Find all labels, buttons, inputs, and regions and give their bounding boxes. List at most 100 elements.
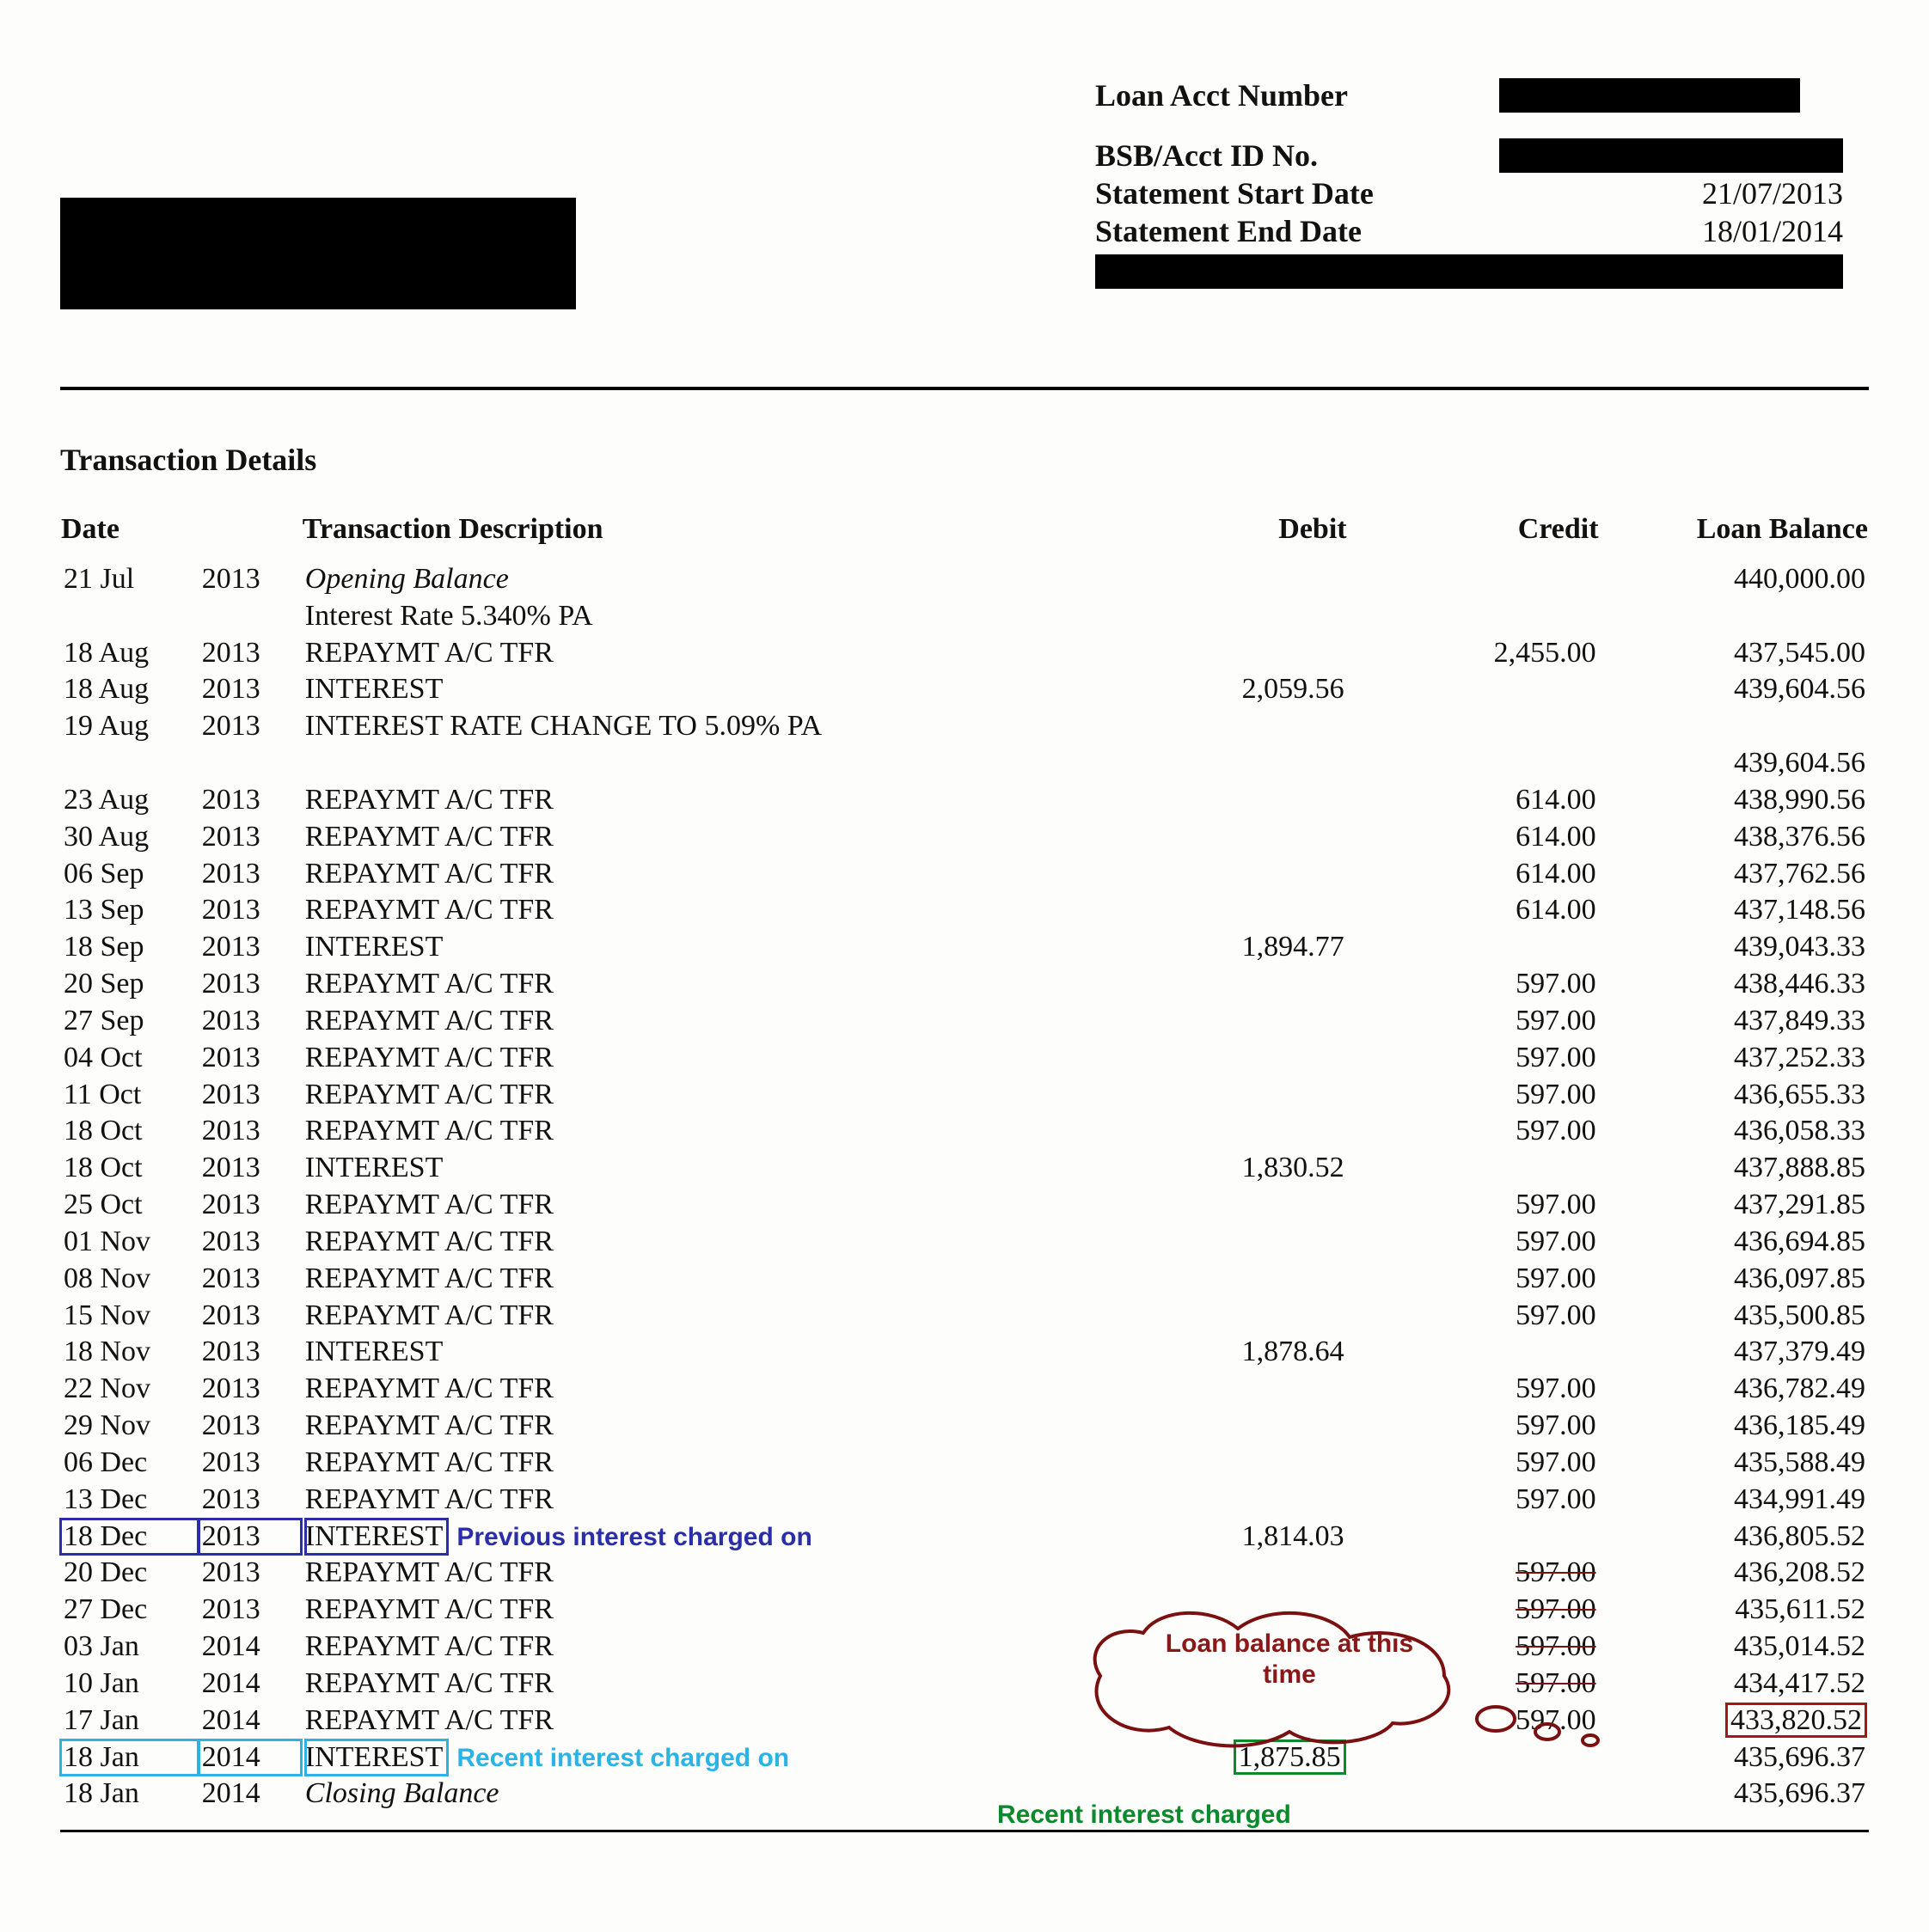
cell-description: REPAYMT A/C TFR — [302, 819, 1096, 856]
table-row: 18 Jan2014Closing Balance435,696.37 — [60, 1776, 1869, 1813]
cell-date-day: 25 Oct — [60, 1187, 199, 1224]
cell-credit — [1348, 671, 1600, 708]
cell-date-day: 18 Sep — [60, 929, 199, 966]
cell-debit: 1,814.03 — [1096, 1519, 1348, 1556]
cell-description: REPAYMT A/C TFR — [302, 1445, 1096, 1482]
cell-description: INTEREST — [302, 1150, 1096, 1187]
cell-credit — [1348, 1739, 1600, 1776]
table-row: 20 Dec2013REPAYMT A/C TFR597.00436,208.5… — [60, 1555, 1869, 1592]
cell-description: INTEREST — [302, 671, 1096, 708]
cell-debit — [1096, 856, 1348, 893]
cell-balance: 435,696.37 — [1600, 1739, 1869, 1776]
cell-date-day: 30 Aug — [60, 819, 199, 856]
cell-date-day: 18 Oct — [60, 1150, 199, 1187]
end-date-value: 18/01/2014 — [1499, 213, 1843, 249]
end-date-label: Statement End Date — [1095, 213, 1499, 249]
cell-date-year: 2013 — [199, 929, 302, 966]
cell-date-year: 2014 — [199, 1739, 302, 1776]
cell-description: REPAYMT A/C TFR — [302, 1482, 1096, 1519]
cell-date-year: 2013 — [199, 708, 302, 745]
cell-credit: 597.00 — [1348, 1629, 1600, 1666]
cell-date-year: 2013 — [199, 1519, 302, 1556]
cell-debit — [1096, 708, 1348, 745]
table-row: 18 Jan2014INTERESTRecent interest charge… — [60, 1739, 1869, 1776]
cell-date-day: 22 Nov — [60, 1371, 199, 1408]
table-row: 06 Sep2013REPAYMT A/C TFR614.00437,762.5… — [60, 856, 1869, 893]
redacted-loan-acct — [1499, 78, 1800, 113]
cell-date-day: 20 Sep — [60, 966, 199, 1003]
cell-date-day: 21 Jul — [60, 561, 199, 635]
cell-balance: 433,820.52 — [1600, 1703, 1869, 1739]
cell-debit — [1096, 745, 1348, 782]
cell-credit: 597.00 — [1348, 1666, 1600, 1703]
cell-date-day: 18 Nov — [60, 1334, 199, 1371]
cell-date-year: 2013 — [199, 1077, 302, 1114]
cell-date-year: 2013 — [199, 782, 302, 819]
cell-date-day: 18 Aug — [60, 635, 199, 672]
table-row: 10 Jan2014REPAYMT A/C TFR597.00434,417.5… — [60, 1666, 1869, 1703]
cell-description: Opening BalanceInterest Rate 5.340% PA — [302, 561, 1096, 635]
cell-balance: 435,696.37 — [1600, 1776, 1869, 1813]
cell-credit: 597.00 — [1348, 1187, 1600, 1224]
cell-balance: 435,611.52 — [1600, 1592, 1869, 1629]
table-row: 03 Jan2014REPAYMT A/C TFR597.00435,014.5… — [60, 1629, 1869, 1666]
cell-balance: 438,446.33 — [1600, 966, 1869, 1003]
cell-balance: 436,185.49 — [1600, 1408, 1869, 1445]
cell-debit — [1096, 819, 1348, 856]
cell-date-year: 2014 — [199, 1666, 302, 1703]
cell-debit — [1096, 1666, 1348, 1703]
cell-date-day: 23 Aug — [60, 782, 199, 819]
cell-description: REPAYMT A/C TFR — [302, 1555, 1096, 1592]
cell-debit — [1096, 1371, 1348, 1408]
cell-date-day: 20 Dec — [60, 1555, 199, 1592]
cell-description: REPAYMT A/C TFR — [302, 856, 1096, 893]
cell-debit — [1096, 1298, 1348, 1335]
table-row: 18 Aug2013REPAYMT A/C TFR2,455.00437,545… — [60, 635, 1869, 672]
table-row: 18 Sep2013INTEREST1,894.77439,043.33 — [60, 929, 1869, 966]
cell-date-day: 27 Dec — [60, 1592, 199, 1629]
cell-balance: 435,014.52 — [1600, 1629, 1869, 1666]
cell-date-year: 2013 — [199, 856, 302, 893]
cell-credit: 597.00 — [1348, 1077, 1600, 1114]
table-row: 18 Oct2013REPAYMT A/C TFR597.00436,058.3… — [60, 1113, 1869, 1150]
cell-credit: 614.00 — [1348, 782, 1600, 819]
table-row: 29 Nov2013REPAYMT A/C TFR597.00436,185.4… — [60, 1408, 1869, 1445]
header-right: Loan Acct Number BSB/Acct ID No. Stateme… — [1095, 77, 1869, 309]
cell-balance: 436,694.85 — [1600, 1224, 1869, 1261]
cell-description: REPAYMT A/C TFR — [302, 635, 1096, 672]
col-balance: Loan Balance — [1600, 512, 1869, 561]
table-row: 18 Dec2013INTERESTPrevious interest char… — [60, 1519, 1869, 1556]
cell-debit — [1096, 1445, 1348, 1482]
cell-debit — [1096, 1261, 1348, 1298]
cell-balance: 434,417.52 — [1600, 1666, 1869, 1703]
cell-date-year: 2014 — [199, 1703, 302, 1739]
cell-balance: 434,991.49 — [1600, 1482, 1869, 1519]
cell-credit: 597.00 — [1348, 1003, 1600, 1040]
table-row: 20 Sep2013REPAYMT A/C TFR597.00438,446.3… — [60, 966, 1869, 1003]
col-debit: Debit — [1096, 512, 1348, 561]
cell-credit: 597.00 — [1348, 1371, 1600, 1408]
cell-balance: 438,376.56 — [1600, 819, 1869, 856]
cell-description: REPAYMT A/C TFR — [302, 1113, 1096, 1150]
cell-date-day: 08 Nov — [60, 1261, 199, 1298]
cell-debit: 1,830.52 — [1096, 1150, 1348, 1187]
table-row: 13 Dec2013REPAYMT A/C TFR597.00434,991.4… — [60, 1482, 1869, 1519]
cell-date-year: 2013 — [199, 1113, 302, 1150]
cell-debit — [1096, 1187, 1348, 1224]
cell-date-day: 06 Dec — [60, 1445, 199, 1482]
table-row: 01 Nov2013REPAYMT A/C TFR597.00436,694.8… — [60, 1224, 1869, 1261]
cell-debit — [1096, 1040, 1348, 1077]
cell-credit — [1348, 1776, 1600, 1813]
cell-balance: 439,043.33 — [1600, 929, 1869, 966]
table-row: 13 Sep2013REPAYMT A/C TFR614.00437,148.5… — [60, 892, 1869, 929]
cell-credit: 597.00 — [1348, 1224, 1600, 1261]
cell-date-year — [199, 745, 302, 782]
cell-description: REPAYMT A/C TFR — [302, 966, 1096, 1003]
cell-balance: 436,097.85 — [1600, 1261, 1869, 1298]
cell-date-day: 18 Dec — [60, 1519, 199, 1556]
cell-credit — [1348, 708, 1600, 745]
end-date-row: Statement End Date 18/01/2014 — [1095, 213, 1869, 249]
cell-credit: 614.00 — [1348, 892, 1600, 929]
cell-date-year: 2013 — [199, 635, 302, 672]
cell-description: REPAYMT A/C TFR — [302, 1003, 1096, 1040]
